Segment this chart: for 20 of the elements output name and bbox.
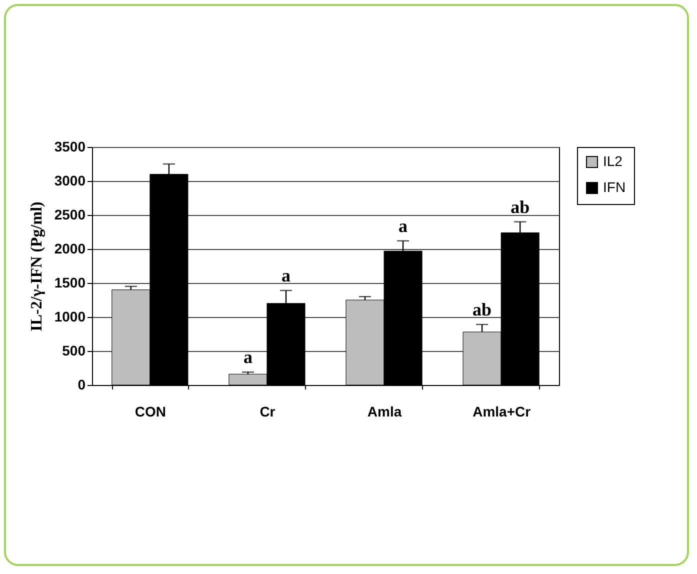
- y-axis-title: IL-2/γ-IFN (Pg/ml): [28, 202, 46, 332]
- y-tick-label: 3000: [54, 172, 86, 188]
- y-tick-label: 1500: [54, 274, 86, 290]
- annotation: ab: [472, 299, 492, 320]
- x-tick-label: Amla+Cr: [472, 404, 532, 420]
- y-tick-label: 3500: [54, 138, 86, 154]
- annotation: a: [243, 347, 252, 368]
- annotation: a: [282, 265, 290, 286]
- legend-label: IFN: [603, 179, 626, 195]
- annotation: a: [398, 216, 408, 236]
- x-tick-label: Amla: [367, 404, 402, 420]
- annotation: ab: [510, 196, 530, 217]
- x-tick-label: Cr: [260, 404, 276, 420]
- legend-label: IL2: [603, 153, 623, 169]
- y-tick-label: 0: [78, 376, 86, 392]
- y-tick-label: 500: [62, 342, 86, 358]
- y-tick-label: 1000: [54, 308, 86, 324]
- y-tick-label: 2500: [54, 206, 86, 222]
- y-tick-label: 2000: [54, 240, 86, 256]
- x-tick-label: CON: [134, 404, 166, 420]
